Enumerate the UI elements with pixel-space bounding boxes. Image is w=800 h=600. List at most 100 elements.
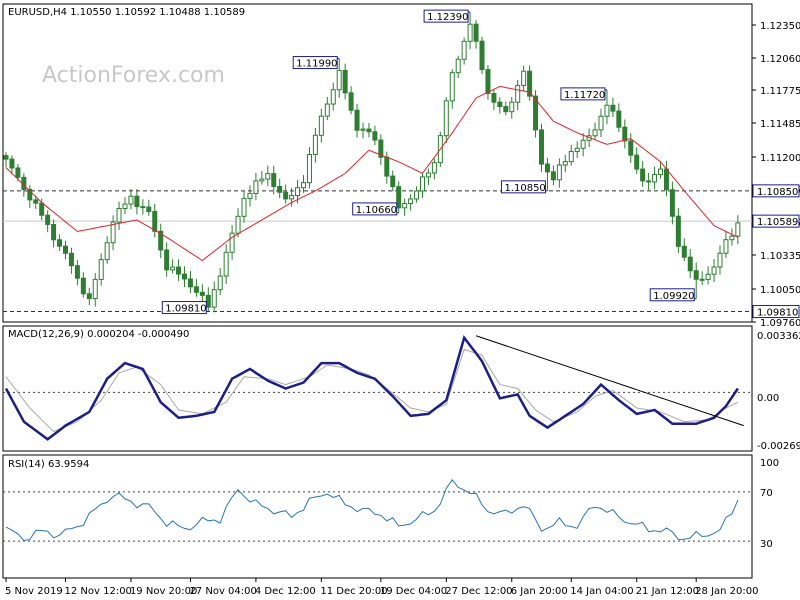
candle-body bbox=[568, 151, 574, 163]
price-tick-label: 1.12350 bbox=[760, 21, 800, 32]
candle-body bbox=[449, 72, 455, 102]
candle-body bbox=[128, 195, 134, 205]
candle-body bbox=[68, 252, 74, 267]
candle-body bbox=[312, 134, 318, 156]
candle-body bbox=[283, 191, 289, 200]
price-tick-label: 1.10050 bbox=[760, 285, 800, 296]
price-tick-label: 1.10335 bbox=[760, 251, 800, 262]
candle-body bbox=[247, 192, 253, 199]
price-annotation-label: 1.09810 bbox=[165, 304, 206, 315]
candle-body bbox=[729, 235, 735, 241]
candle-body bbox=[580, 139, 586, 149]
x-tick-label: 21 Jan 12:00 bbox=[636, 586, 699, 597]
candle-body bbox=[253, 180, 259, 194]
candle-body bbox=[735, 222, 741, 237]
price-series: 1.09810 1.11990 1.10660 1.12390 1.10850 1.117… bbox=[3, 9, 752, 315]
candle-body bbox=[104, 242, 110, 261]
candle-body bbox=[33, 199, 39, 204]
candle-body bbox=[211, 289, 217, 308]
candle-body bbox=[223, 251, 229, 277]
candle-body bbox=[431, 162, 437, 174]
candle-body bbox=[265, 173, 271, 180]
x-tick-label: 19 Dec 04:00 bbox=[380, 586, 447, 597]
candle-body bbox=[27, 188, 33, 201]
candle-body bbox=[182, 273, 187, 280]
candle-body bbox=[592, 129, 598, 137]
candle-body bbox=[408, 198, 414, 205]
candle-body bbox=[301, 182, 306, 189]
candle-body bbox=[110, 221, 116, 244]
candle-body bbox=[723, 239, 729, 254]
x-tick-label: 11 Dec 20:00 bbox=[320, 586, 387, 597]
candle-body bbox=[491, 93, 497, 103]
price-annotation-label: 1.11990 bbox=[296, 59, 337, 70]
candle-body bbox=[39, 202, 45, 216]
candle-body bbox=[45, 214, 51, 225]
x-tick-label: 27 Dec 12:00 bbox=[445, 586, 512, 597]
candle-body bbox=[663, 168, 669, 191]
candle-body bbox=[473, 23, 479, 42]
watermark: ActionForex.com bbox=[42, 63, 225, 88]
rsi-panel-title: RSI(14) 63.9594 bbox=[8, 459, 89, 470]
price-level-label-box bbox=[752, 214, 800, 228]
candle-body bbox=[646, 180, 652, 183]
candle-body bbox=[562, 161, 568, 166]
candle-body bbox=[681, 245, 687, 258]
candle-body bbox=[533, 95, 539, 131]
candle-body bbox=[414, 190, 420, 200]
candle-body bbox=[717, 252, 723, 268]
candle-body bbox=[556, 164, 562, 181]
candle-body bbox=[610, 104, 616, 112]
candle-body bbox=[187, 278, 193, 288]
x-tick-label: 6 Jan 20:00 bbox=[511, 586, 568, 597]
candle-body bbox=[3, 155, 9, 160]
price-panel-frame bbox=[2, 3, 753, 323]
price-annotation-box bbox=[161, 301, 207, 315]
price-annotation-label: 1.11720 bbox=[564, 90, 605, 101]
macd-tick-label: 0.00 bbox=[757, 393, 779, 404]
moving-average-line bbox=[5, 85, 739, 262]
candle-body bbox=[711, 266, 717, 275]
candle-body bbox=[9, 158, 15, 169]
x-tick-label: 28 Jan 20:00 bbox=[695, 586, 758, 597]
candle-body bbox=[330, 89, 336, 105]
macd-tick-label: 0.003362 bbox=[757, 331, 800, 342]
candle-body bbox=[640, 168, 646, 182]
candle-body bbox=[80, 277, 86, 295]
candle-body bbox=[324, 103, 330, 117]
candle-body bbox=[98, 259, 104, 280]
candle-body bbox=[390, 175, 396, 188]
x-tick-label: 14 Jan 04:00 bbox=[570, 586, 633, 597]
candle-body bbox=[372, 131, 378, 141]
rsi-tick-label: 100 bbox=[760, 458, 779, 469]
axes: 1.123501.120601.117751.114851.112001.109… bbox=[5, 21, 800, 597]
candle-body bbox=[92, 278, 98, 299]
candle-body bbox=[402, 203, 408, 209]
candle-body bbox=[289, 195, 295, 200]
rsi-tick-label: 70 bbox=[760, 488, 773, 499]
candle-body bbox=[146, 206, 152, 212]
price-tick-label: 1.11200 bbox=[760, 153, 800, 164]
candle-body bbox=[217, 275, 223, 291]
candle-body bbox=[57, 239, 63, 247]
candle-body bbox=[384, 156, 390, 177]
price-level-label-box bbox=[752, 305, 800, 319]
price-tick-label: 1.09760 bbox=[760, 318, 800, 329]
candle-body bbox=[443, 100, 449, 137]
candle-body bbox=[628, 140, 634, 156]
candle-body bbox=[574, 147, 580, 153]
candle-body bbox=[134, 195, 140, 208]
x-tick-label: 12 Nov 12:00 bbox=[65, 586, 132, 597]
candle-body bbox=[241, 197, 247, 217]
candle-body bbox=[604, 104, 610, 117]
candle-body bbox=[425, 172, 431, 178]
candle-body bbox=[235, 215, 241, 234]
price-annotation-label: 1.09920 bbox=[653, 291, 694, 302]
candle-body bbox=[497, 101, 503, 108]
candle-body bbox=[544, 163, 550, 173]
candle-body bbox=[271, 173, 277, 187]
candle-body bbox=[158, 230, 164, 251]
candle-body bbox=[164, 249, 170, 271]
